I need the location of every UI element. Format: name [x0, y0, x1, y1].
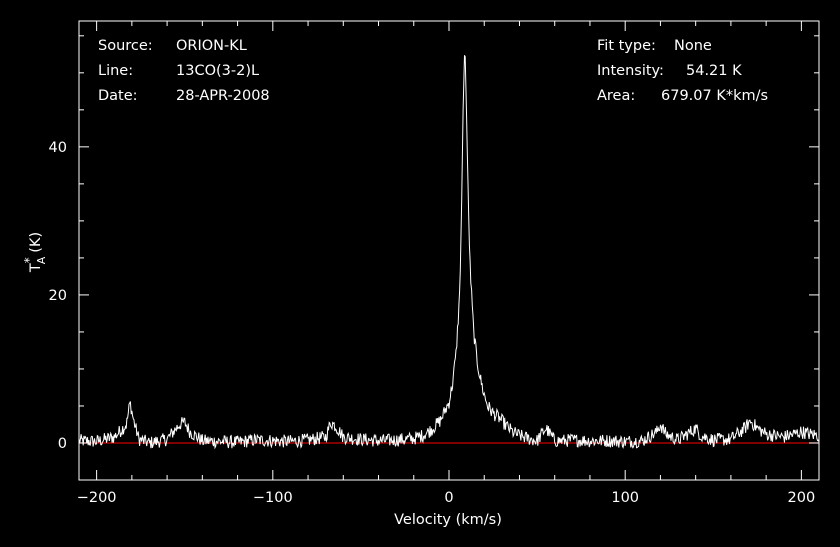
y-tick-label: 0 — [58, 436, 67, 452]
date-label: Date: — [98, 88, 138, 104]
intensity-value: 54.21 K — [686, 63, 742, 79]
y-axis-label-main: T — [28, 263, 44, 273]
line-label: Line: — [98, 63, 133, 79]
y-tick-label: 20 — [49, 288, 67, 304]
date-value: 28-APR-2008 — [176, 88, 270, 104]
y-axis-label-unit: (K) — [28, 232, 44, 253]
intensity-label: Intensity: — [597, 63, 664, 79]
x-tick-label: −100 — [253, 490, 293, 506]
y-axis-ticks: 0 20 40 — [49, 35, 819, 452]
fit-type-label: Fit type: — [597, 38, 656, 54]
fit-type-value: None — [674, 38, 712, 54]
x-tick-label: 100 — [611, 490, 639, 506]
x-axis-ticks: −200 −100 0 100 200 — [77, 21, 816, 506]
y-tick-label: 40 — [49, 140, 67, 156]
line-value: 13CO(3-2)L — [176, 63, 259, 79]
y-axis-label-sub: A — [35, 256, 48, 264]
x-tick-label: −200 — [77, 490, 117, 506]
x-axis-label: Velocity (km/s) — [394, 512, 502, 528]
source-value: ORION-KL — [176, 38, 247, 54]
area-value: 679.07 K*km/s — [661, 88, 768, 104]
x-tick-label: 0 — [444, 490, 453, 506]
x-tick-label: 200 — [788, 490, 816, 506]
source-label: Source: — [98, 38, 153, 54]
area-label: Area: — [597, 88, 635, 104]
spectrum-series-line — [78, 55, 820, 450]
y-axis-label-sup: * — [22, 257, 36, 263]
svg-text:T*A(K): T*A (K) — [22, 232, 48, 273]
y-axis-label: T*A (K) — [22, 232, 48, 273]
